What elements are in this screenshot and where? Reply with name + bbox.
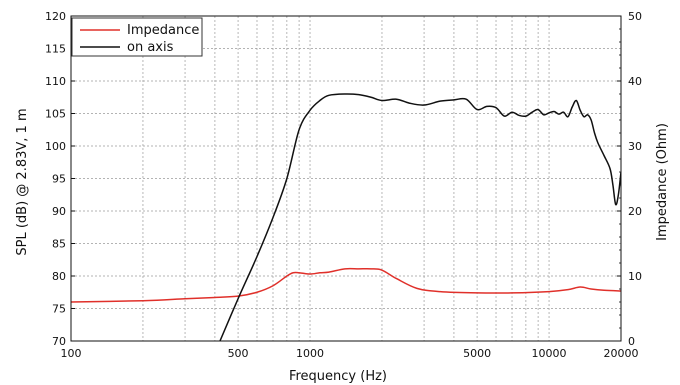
y-tick-label: 110 bbox=[45, 75, 66, 88]
y2-tick-label: 10 bbox=[628, 270, 642, 283]
y-tick-label: 90 bbox=[52, 205, 66, 218]
curves bbox=[71, 93, 621, 341]
y-tick-label: 85 bbox=[52, 238, 66, 251]
legend: Impedance on axis bbox=[71, 17, 203, 57]
series-line-impedance bbox=[71, 267, 621, 303]
y2-axis-label: Impedance (Ohm) bbox=[655, 123, 670, 241]
y-tick-label: 95 bbox=[52, 173, 66, 186]
y-tick-label: 80 bbox=[52, 270, 66, 283]
x-tick-label: 20000 bbox=[604, 347, 639, 360]
ticks: 70 75 80 85 90 95 100 105 110 115 120 0 10 20 30 40 50 10… bbox=[45, 10, 642, 360]
legend-label-on-axis: on axis bbox=[127, 40, 174, 55]
x-tick-label: 1000 bbox=[296, 347, 324, 360]
x-tick-label: 5000 bbox=[463, 347, 491, 360]
y-tick-label: 120 bbox=[45, 10, 66, 23]
y2-tick-label: 30 bbox=[628, 140, 642, 153]
y-axis-label: SPL (dB) @ 2.83V, 1 m bbox=[15, 108, 30, 255]
legend-label-impedance: Impedance bbox=[127, 23, 199, 38]
x-tick-label: 10000 bbox=[532, 347, 567, 360]
x-tick-label: 500 bbox=[228, 347, 249, 360]
y-tick-label: 115 bbox=[45, 43, 66, 56]
x-axis-label: Frequency (Hz) bbox=[289, 369, 387, 384]
y-tick-label: 105 bbox=[45, 108, 66, 121]
series-line-on-axis bbox=[219, 93, 621, 341]
y-tick-label: 75 bbox=[52, 303, 66, 316]
x-tick-label: 100 bbox=[61, 347, 82, 360]
y-tick-label: 100 bbox=[45, 140, 66, 153]
y2-tick-label: 20 bbox=[628, 205, 642, 218]
y2-tick-label: 0 bbox=[628, 335, 635, 348]
y-tick-label: 70 bbox=[52, 335, 66, 348]
y2-tick-label: 40 bbox=[628, 75, 642, 88]
legend-box bbox=[71, 17, 203, 57]
y2-tick-label: 50 bbox=[628, 10, 642, 23]
